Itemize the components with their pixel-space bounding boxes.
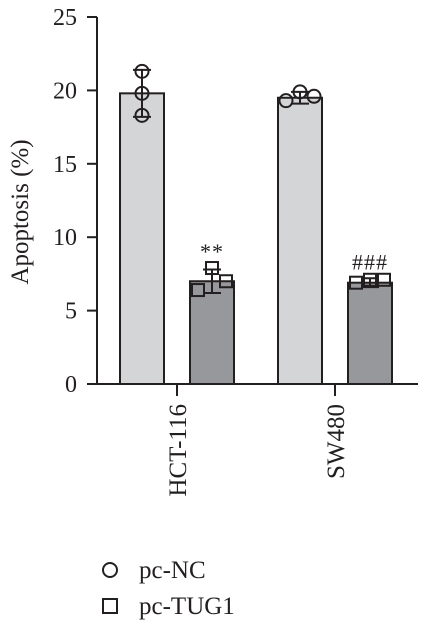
y-tick-label: 0 xyxy=(65,372,77,398)
y-tick-label: 10 xyxy=(53,225,77,251)
legend-label: pc-NC xyxy=(139,557,206,584)
legend-marker xyxy=(102,598,118,614)
data-point xyxy=(306,88,322,104)
legend-marker xyxy=(102,562,118,578)
data-point xyxy=(134,63,150,79)
data-point xyxy=(363,272,377,287)
bar xyxy=(119,92,165,385)
data-point xyxy=(219,274,233,289)
data-point xyxy=(205,261,219,276)
bar xyxy=(347,281,393,386)
bar xyxy=(277,96,323,386)
bar xyxy=(189,280,235,385)
bars xyxy=(119,68,393,386)
significance-label: ### xyxy=(352,249,388,274)
y-tick-label: 5 xyxy=(65,299,77,325)
data-point xyxy=(377,272,391,287)
data-point xyxy=(349,275,363,290)
y-tick-label: 25 xyxy=(53,5,77,31)
significance-label: ** xyxy=(200,239,224,264)
data-point xyxy=(292,84,308,100)
y-tick-label: 20 xyxy=(53,78,77,104)
data-point xyxy=(134,107,150,123)
legend-label: pc-TUG1 xyxy=(139,593,235,620)
x-ticks: HCT-116 SW480 xyxy=(165,384,350,497)
y-tick-label: 15 xyxy=(53,152,77,178)
data-point xyxy=(134,85,150,101)
legend: pc-NC pc-TUG1 xyxy=(102,557,235,620)
x-tick-label: HCT-116 xyxy=(165,404,192,497)
y-ticks: 0 5 10 15 20 25 xyxy=(53,5,97,398)
data-point xyxy=(191,283,205,298)
y-axis-title: Apoptosis (%) xyxy=(7,139,34,284)
data-point xyxy=(278,93,294,109)
data-points: ** ### xyxy=(134,63,391,298)
x-tick-label: SW480 xyxy=(323,404,350,479)
